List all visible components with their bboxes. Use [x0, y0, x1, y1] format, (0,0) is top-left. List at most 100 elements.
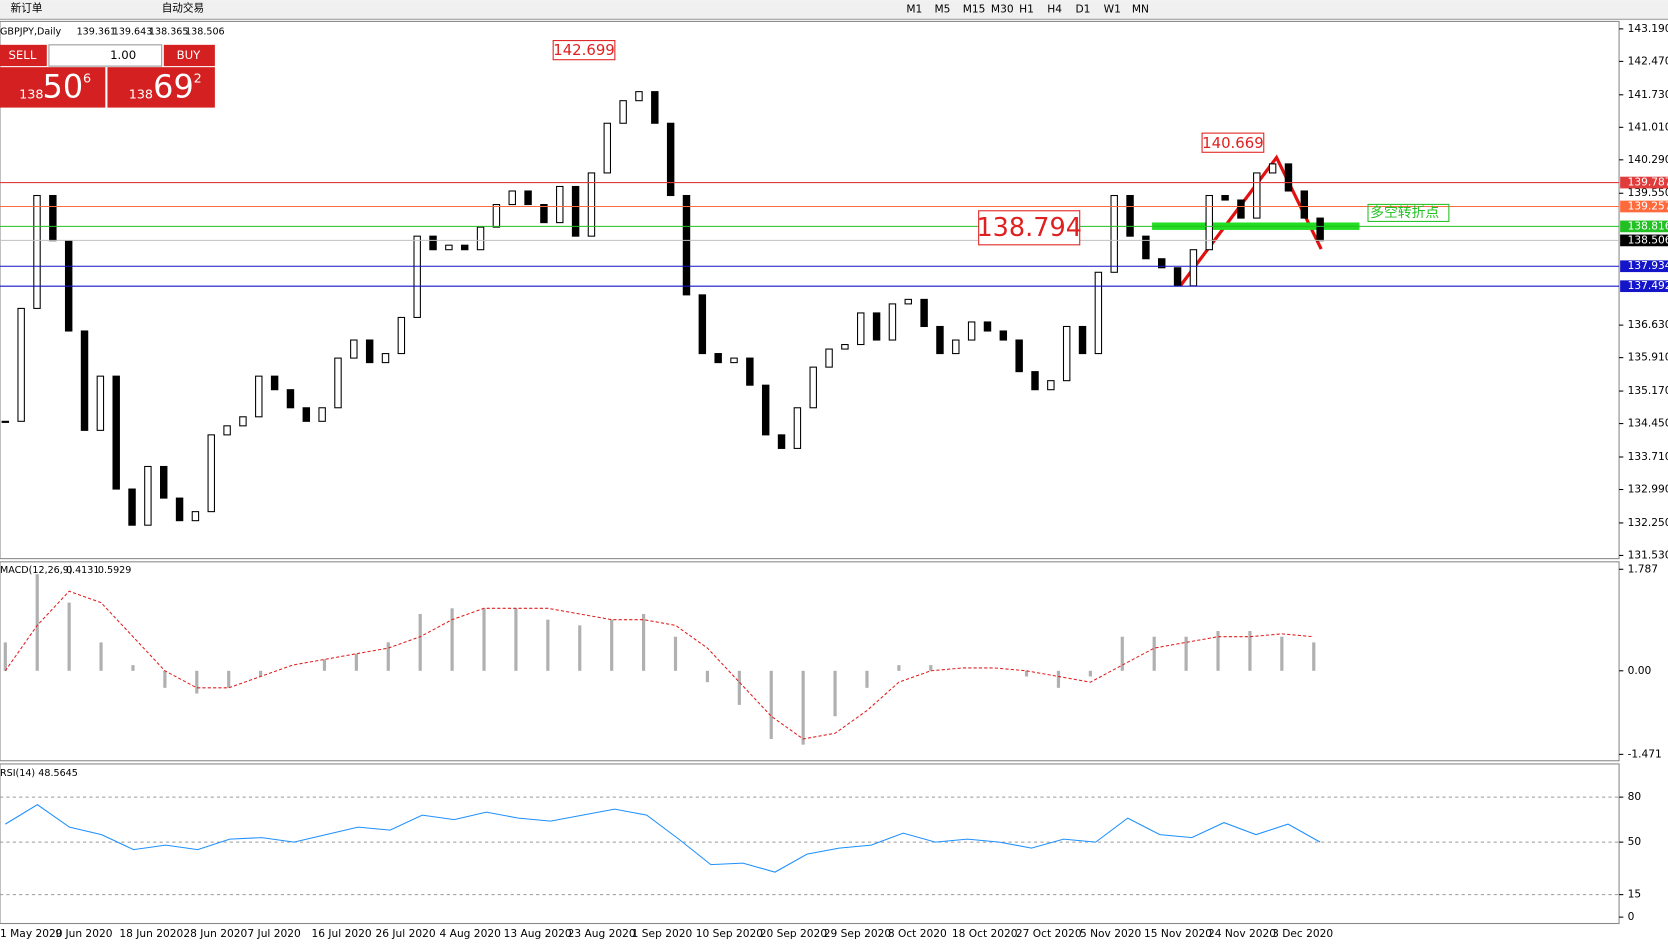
candle: [49, 194, 57, 242]
candle: [587, 172, 596, 237]
period-button[interactable]: M15: [963, 3, 986, 16]
y-tick-label: 132.250: [1628, 516, 1668, 529]
x-tick-label: 5 Nov 2020: [1080, 927, 1142, 940]
candle: [983, 321, 992, 332]
toolbar-button[interactable]: 自动交易: [162, 2, 205, 15]
level-label: 139.787: [1628, 176, 1668, 189]
candle: [1268, 163, 1277, 174]
price-panel: [0, 20, 1620, 560]
lots-value[interactable]: 1.00: [110, 48, 136, 62]
x-tick-label: 23 Aug 2020: [568, 927, 636, 940]
period-button[interactable]: M1: [906, 3, 922, 16]
candle: [1189, 249, 1198, 287]
period-button[interactable]: W1: [1104, 3, 1121, 16]
candle: [825, 348, 833, 368]
buy-button[interactable]: [163, 44, 215, 67]
sell-price-box[interactable]: [0, 67, 106, 108]
candle: [651, 91, 659, 124]
candle: [761, 384, 770, 436]
level-label-box: [1620, 176, 1668, 189]
macd-bar: [3, 642, 7, 671]
chart-header-low: 138.365: [149, 27, 189, 38]
x-tick-label: 3 Dec 2020: [1272, 927, 1333, 940]
level-label: 137.934: [1628, 259, 1668, 272]
lots-input[interactable]: [48, 44, 163, 67]
chart-header-symbol: GBPJPY,Daily: [0, 27, 62, 38]
candle: [1031, 371, 1039, 391]
candle: [556, 185, 564, 224]
macd-bar: [578, 625, 582, 671]
candle: [1158, 258, 1166, 269]
candle: [809, 366, 817, 409]
candle: [350, 339, 358, 359]
macd-bar: [1056, 670, 1061, 688]
candle: [223, 425, 231, 436]
chart-header-high: 139.643: [113, 27, 153, 38]
macd-bar: [259, 670, 263, 677]
macd-bar: [514, 608, 518, 671]
candle: [460, 244, 469, 251]
candle: [714, 353, 722, 364]
buy-label[interactable]: BUY: [177, 48, 202, 62]
candle: [17, 307, 25, 422]
period-button[interactable]: H4: [1047, 3, 1062, 16]
x-tick-label: 15 Nov 2020: [1144, 927, 1212, 940]
sell-label[interactable]: SELL: [9, 48, 37, 62]
rsi-panel: [0, 763, 1620, 925]
candle: [936, 325, 944, 355]
macd-bar: [546, 619, 550, 671]
macd-bar: [195, 670, 199, 694]
y-tick-label: 135.910: [1628, 351, 1668, 364]
x-tick-label: 26 Jul 2020: [376, 927, 436, 940]
y-tick-label: 0: [1628, 910, 1635, 923]
sell-price-fraction: 6: [83, 71, 91, 86]
candle: [920, 298, 928, 328]
period-button[interactable]: M5: [935, 3, 951, 16]
candle: [698, 294, 707, 355]
candle: [872, 312, 881, 341]
candle: [746, 357, 754, 386]
candle: [635, 91, 643, 102]
candle: [967, 321, 976, 341]
period-button[interactable]: D1: [1075, 3, 1090, 16]
macd-bar: [1312, 642, 1316, 671]
toolbar-button[interactable]: 新订单: [11, 2, 43, 15]
note: 多空转折点: [1370, 204, 1439, 221]
candle: [381, 353, 390, 364]
buy-price-big: 138: [129, 87, 153, 102]
macd-bar: [67, 602, 71, 671]
x-tick-label: 27 Oct 2020: [1016, 927, 1082, 940]
period-button[interactable]: H1: [1019, 3, 1034, 16]
macd-bar: [99, 642, 103, 671]
x-tick-label: 20 Sep 2020: [760, 927, 828, 940]
candle: [666, 122, 675, 197]
candle: [1205, 194, 1213, 251]
candle: [999, 330, 1008, 341]
candle: [1062, 325, 1071, 382]
macd-bar: [322, 659, 327, 671]
sell-button[interactable]: [0, 44, 47, 67]
price-annotation-box: [1201, 132, 1265, 153]
level-label-box: [1620, 234, 1668, 247]
candle: [1015, 339, 1023, 373]
macd-readout: 0.4131: [66, 565, 99, 576]
macd-title: MACD(12,26,9): [0, 565, 73, 576]
period-button[interactable]: M30: [991, 3, 1014, 16]
buy-price-box[interactable]: [107, 67, 215, 108]
buy-price-fraction: 2: [194, 71, 202, 86]
macd-panel: [0, 561, 1620, 762]
candle: [80, 330, 89, 431]
candle: [1, 420, 10, 423]
period-button[interactable]: MN: [1132, 3, 1149, 16]
candle: [1110, 194, 1118, 273]
level-label: 138.816: [1628, 219, 1668, 232]
level-label-box: [1620, 200, 1668, 213]
rsi-readout: 48.5645: [38, 768, 78, 779]
macd-bar: [354, 653, 358, 671]
macd-bar: [673, 636, 678, 671]
x-tick-label: 8 Oct 2020: [888, 927, 947, 940]
y-tick-label: 50: [1628, 835, 1642, 848]
y-tick-label: 132.990: [1628, 483, 1668, 496]
sell-price-big: 138: [19, 87, 43, 102]
